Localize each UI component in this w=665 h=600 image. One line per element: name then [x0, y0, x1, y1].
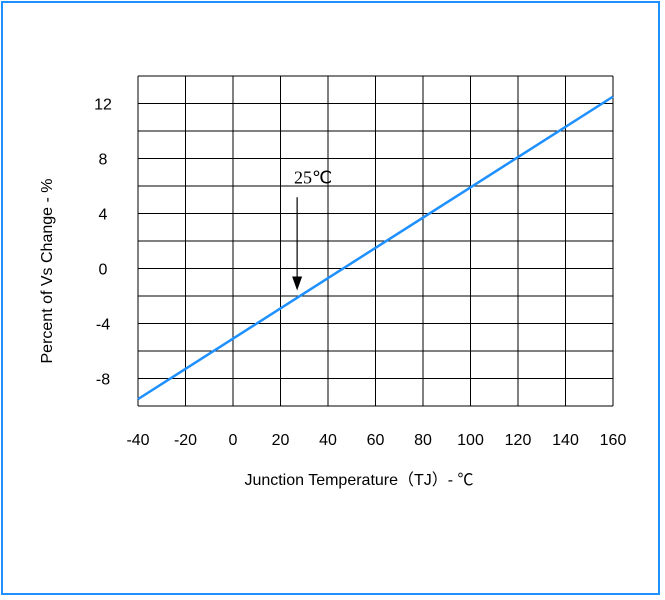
x-tick-label: -40: [126, 432, 149, 449]
x-tick-label: 160: [600, 432, 627, 449]
y-tick-label: -8: [96, 372, 110, 389]
x-tick-label: 20: [272, 432, 290, 449]
x-axis-label: Junction Temperature（TJ）- ℃: [244, 471, 473, 489]
y-axis-label: Percent of Vs Change - %: [39, 179, 56, 364]
y-tick-label: -4: [96, 317, 110, 334]
x-tick-label: 60: [367, 432, 385, 449]
y-tick-labels: 12 8 4 0 -4 -8: [94, 97, 112, 389]
y-tick-label: 8: [99, 152, 108, 169]
y-tick-label: 4: [99, 207, 108, 224]
x-tick-labels: -40 -20 0 20 40 60 80 100 120 140 160: [126, 432, 626, 449]
x-tick-label: 40: [319, 432, 337, 449]
series-line: [137, 95, 614, 401]
x-tick-label: 140: [552, 432, 579, 449]
annotations: 25℃: [292, 167, 332, 291]
x-tick-label: 100: [457, 432, 484, 449]
y-tick-label: 0: [99, 262, 108, 279]
annotation-arrow-head: [292, 276, 303, 291]
x-tick-label: -20: [174, 432, 197, 449]
grid: [137, 75, 614, 407]
x-tick-label: 80: [414, 432, 432, 449]
annotation-label: 25℃: [294, 167, 332, 187]
x-tick-label: 120: [505, 432, 532, 449]
x-tick-label: 0: [229, 432, 238, 449]
y-tick-label: 12: [94, 97, 112, 114]
series-group: [137, 95, 614, 401]
